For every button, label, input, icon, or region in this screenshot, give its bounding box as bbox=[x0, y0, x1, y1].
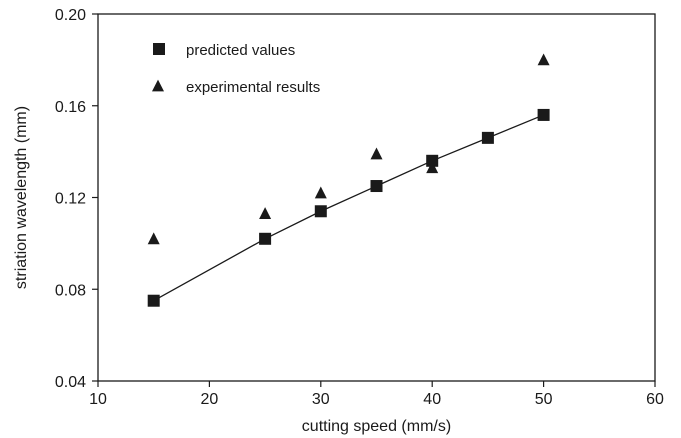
x-tick-label: 10 bbox=[89, 391, 107, 408]
data-point-square bbox=[147, 294, 160, 307]
data-point-square bbox=[314, 205, 327, 218]
data-point-triangle bbox=[537, 53, 550, 66]
y-tick-label: 0.12 bbox=[55, 191, 86, 208]
series-layer bbox=[147, 53, 550, 307]
y-axis: 0.04 0.08 0.12 0.16 0.20 bbox=[55, 7, 98, 391]
legend-item: predicted values bbox=[153, 42, 295, 59]
plot-area bbox=[97, 13, 656, 382]
x-tick-label: 30 bbox=[312, 391, 330, 408]
legend-label: predicted values bbox=[186, 42, 295, 59]
data-point-square bbox=[537, 108, 550, 121]
x-tick-label: 40 bbox=[423, 391, 441, 408]
y-axis-label: striation wavelength (mm) bbox=[13, 106, 30, 289]
legend-square-marker bbox=[153, 43, 165, 55]
x-tick-label: 50 bbox=[535, 391, 553, 408]
data-point-square bbox=[259, 232, 272, 245]
series-2 bbox=[147, 53, 550, 245]
legend: predicted values experimental results bbox=[152, 42, 320, 96]
legend-label: experimental results bbox=[186, 79, 320, 96]
y-tick-label: 0.04 bbox=[55, 374, 86, 391]
legend-triangle-marker bbox=[152, 79, 164, 92]
y-tick-label: 0.20 bbox=[55, 7, 86, 24]
data-point-triangle bbox=[259, 207, 272, 219]
data-point-square bbox=[370, 180, 383, 193]
data-point-triangle bbox=[426, 161, 439, 174]
x-axis-label: cutting speed (mm/s) bbox=[302, 418, 451, 435]
plot-border bbox=[97, 13, 656, 382]
data-point-square bbox=[426, 154, 439, 167]
x-tick-label: 60 bbox=[646, 391, 664, 408]
data-point-triangle bbox=[370, 147, 383, 160]
x-tick-label: 20 bbox=[201, 391, 219, 408]
y-tick-label: 0.08 bbox=[55, 282, 86, 299]
data-point-triangle bbox=[147, 232, 160, 245]
series-1 bbox=[147, 108, 550, 307]
data-point-square bbox=[481, 131, 494, 144]
data-point-triangle bbox=[314, 186, 327, 199]
y-tick-label: 0.16 bbox=[55, 99, 86, 116]
legend-item: experimental results bbox=[152, 79, 320, 96]
x-axis: 10 20 30 40 50 60 bbox=[89, 381, 664, 408]
